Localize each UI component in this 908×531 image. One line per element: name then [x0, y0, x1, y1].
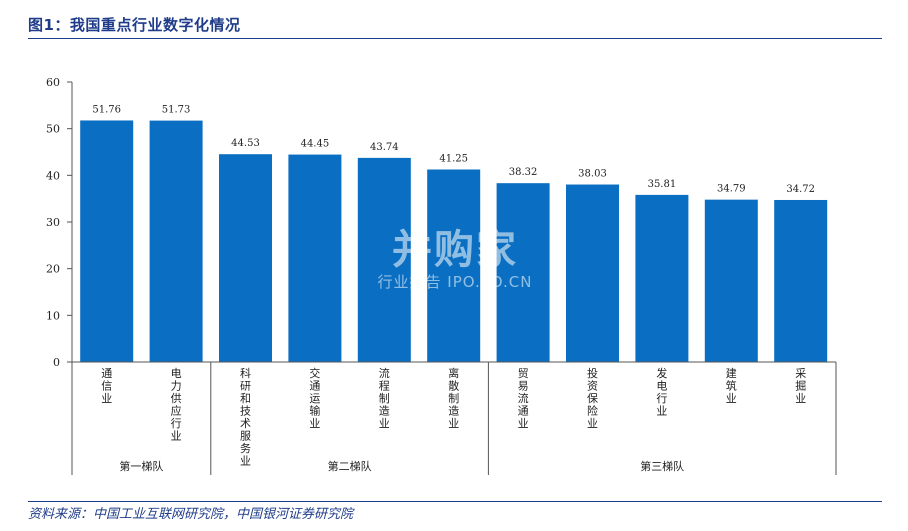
- data-label: 43.74: [370, 142, 399, 153]
- bar: [288, 154, 342, 362]
- y-tick-label: 30: [46, 216, 60, 229]
- x-tick-label: 投资保险业: [587, 366, 598, 430]
- data-label: 38.32: [509, 167, 538, 178]
- bar: [80, 120, 134, 362]
- y-tick-label: 50: [46, 123, 60, 136]
- bar: [219, 154, 272, 362]
- data-label: 38.03: [578, 169, 607, 180]
- data-label: 51.73: [162, 105, 191, 116]
- y-tick-label: 0: [53, 356, 60, 369]
- bar: [149, 120, 203, 363]
- bar: [566, 184, 619, 362]
- data-label: 44.45: [301, 139, 330, 150]
- y-tick-label: 10: [46, 309, 60, 322]
- bar: [774, 199, 828, 362]
- bar: [496, 183, 550, 362]
- group-label: 第二梯队: [328, 459, 372, 473]
- bar-chart: 0 10 20 30 40 50 60 51.76 通信业 51.73 电力供应行业 44.53 科研和…: [46, 76, 837, 475]
- y-tick-label: 20: [46, 263, 60, 276]
- chart-title: 图1：我国重点行业数字化情况: [28, 16, 241, 34]
- title-divider: [28, 38, 882, 39]
- data-label: 44.53: [231, 138, 260, 149]
- data-label: 34.79: [717, 184, 746, 195]
- x-tick-label: 交通运输业: [309, 366, 320, 430]
- data-label: 35.81: [648, 179, 677, 190]
- group-label: 第三梯队: [640, 459, 684, 473]
- data-label: 51.76: [92, 104, 121, 115]
- x-tick-label: 采掘业: [795, 367, 806, 405]
- x-tick-label: 通信业: [101, 367, 112, 405]
- bar: [635, 194, 689, 362]
- group-label: 第一梯队: [119, 459, 163, 473]
- data-label: 41.25: [439, 154, 468, 165]
- bar: [704, 199, 758, 362]
- x-tick-label: 流程制造业: [379, 366, 390, 430]
- y-tick-label: 40: [46, 169, 60, 182]
- bar: [357, 157, 411, 362]
- x-tick-label: 电力供应行业: [171, 367, 182, 443]
- x-tick-label: 建筑业: [726, 366, 737, 405]
- x-tick-label: 发电行业: [656, 366, 667, 418]
- source-divider: [28, 501, 882, 502]
- data-label: 34.72: [786, 184, 815, 195]
- x-tick-label: 贸易流通业: [518, 367, 529, 430]
- bar: [427, 169, 481, 362]
- source-note: 资料来源：中国工业互联网研究院，中国银河证券研究院: [28, 507, 354, 522]
- y-tick-label: 60: [46, 76, 60, 89]
- x-tick-label: 科研和技术服务业: [240, 366, 251, 468]
- x-tick-label: 离散制造业: [448, 366, 459, 430]
